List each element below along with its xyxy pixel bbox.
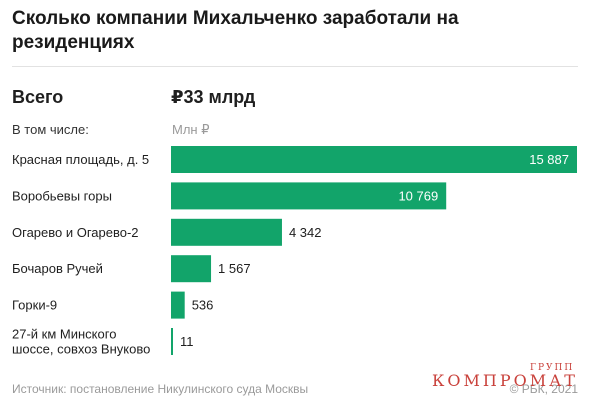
bar [171, 182, 447, 210]
value-label: 10 769 [398, 188, 438, 203]
including-label: В том числе: [12, 122, 89, 137]
value-label: 536 [192, 298, 214, 313]
value-label: 1 567 [218, 261, 251, 276]
bar [171, 291, 185, 319]
category-label: Горки-9 [12, 298, 57, 313]
value-label: 15 887 [529, 152, 569, 167]
unit-label: Млн ₽ [172, 122, 210, 137]
bar [171, 218, 282, 246]
title-divider [12, 66, 578, 67]
category-label: Воробьевы горы [12, 188, 112, 203]
credit: © РБК, 2021 [509, 382, 578, 396]
bar [171, 328, 173, 355]
total-label: Всего [12, 87, 64, 107]
value-label: 4 342 [289, 225, 322, 240]
category-label: 27-й км Минского [12, 327, 116, 342]
category-label: Огарево и Огарево-2 [12, 225, 139, 240]
source-note: Источник: постановление Никулинского суд… [12, 382, 309, 396]
category-label: Красная площадь, д. 5 [12, 152, 149, 167]
category-label: Бочаров Ручей [12, 261, 103, 276]
total-value: ₽33 млрд [171, 87, 256, 107]
category-label: шоссе, совхоз Внуково [12, 342, 150, 357]
bar [171, 255, 212, 283]
chart-title: Сколько компании Михальченко заработали … [12, 8, 459, 53]
bar [171, 146, 577, 173]
value-label: 11 [180, 334, 194, 349]
